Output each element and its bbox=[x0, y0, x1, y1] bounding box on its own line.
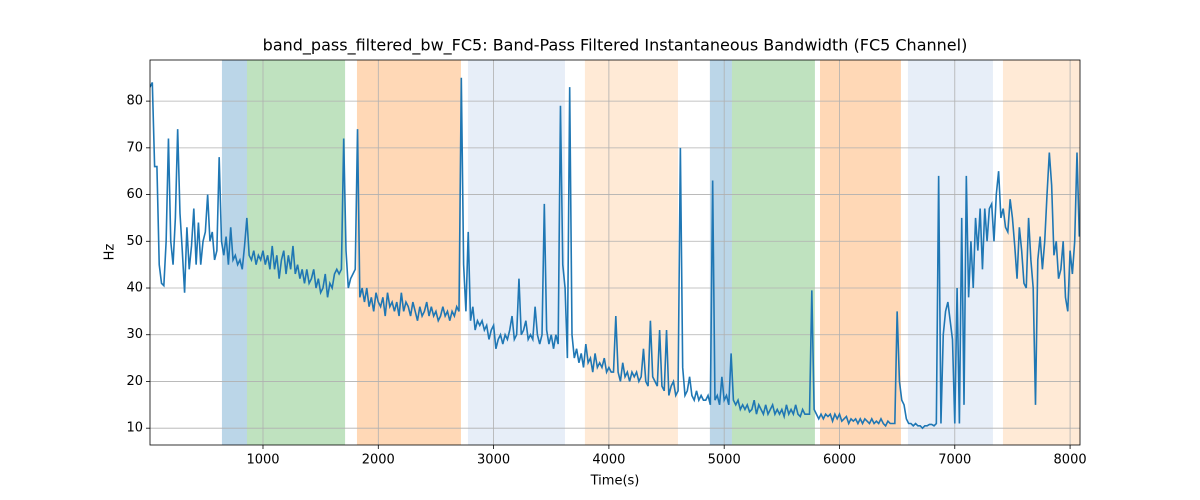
y-tick-label: 40 bbox=[126, 281, 143, 296]
chart-title: band_pass_filtered_bw_FC5: Band-Pass Fil… bbox=[263, 36, 968, 56]
shaded-span bbox=[907, 60, 993, 445]
x-tick-label: 8000 bbox=[1054, 453, 1087, 468]
y-tick-label: 80 bbox=[126, 94, 143, 109]
shaded-span bbox=[709, 60, 732, 445]
plot-frame bbox=[149, 59, 1081, 446]
x-axis-label: Time(s) bbox=[590, 474, 640, 489]
y-tick-label: 10 bbox=[126, 421, 143, 436]
y-tick-label: 20 bbox=[126, 374, 143, 389]
shaded-span bbox=[820, 60, 901, 445]
x-tick-label: 2000 bbox=[362, 453, 395, 468]
data-line bbox=[150, 77, 1080, 430]
shaded-span bbox=[731, 60, 815, 445]
y-tick-label: 30 bbox=[126, 327, 143, 342]
x-tick-label: 5000 bbox=[708, 453, 741, 468]
x-tick-label: 1000 bbox=[246, 453, 279, 468]
x-tick-label: 7000 bbox=[938, 453, 971, 468]
x-tick-label: 3000 bbox=[477, 453, 510, 468]
shaded-span bbox=[246, 60, 346, 445]
y-axis-label: Hz bbox=[103, 244, 118, 261]
y-tick-label: 70 bbox=[126, 140, 143, 155]
x-tick-label: 6000 bbox=[823, 453, 856, 468]
shaded-span bbox=[356, 60, 461, 445]
x-tick-label: 4000 bbox=[592, 453, 625, 468]
y-tick-label: 50 bbox=[126, 234, 143, 249]
y-tick-label: 60 bbox=[126, 187, 143, 202]
shaded-span bbox=[467, 60, 565, 445]
shaded-span bbox=[221, 60, 247, 445]
